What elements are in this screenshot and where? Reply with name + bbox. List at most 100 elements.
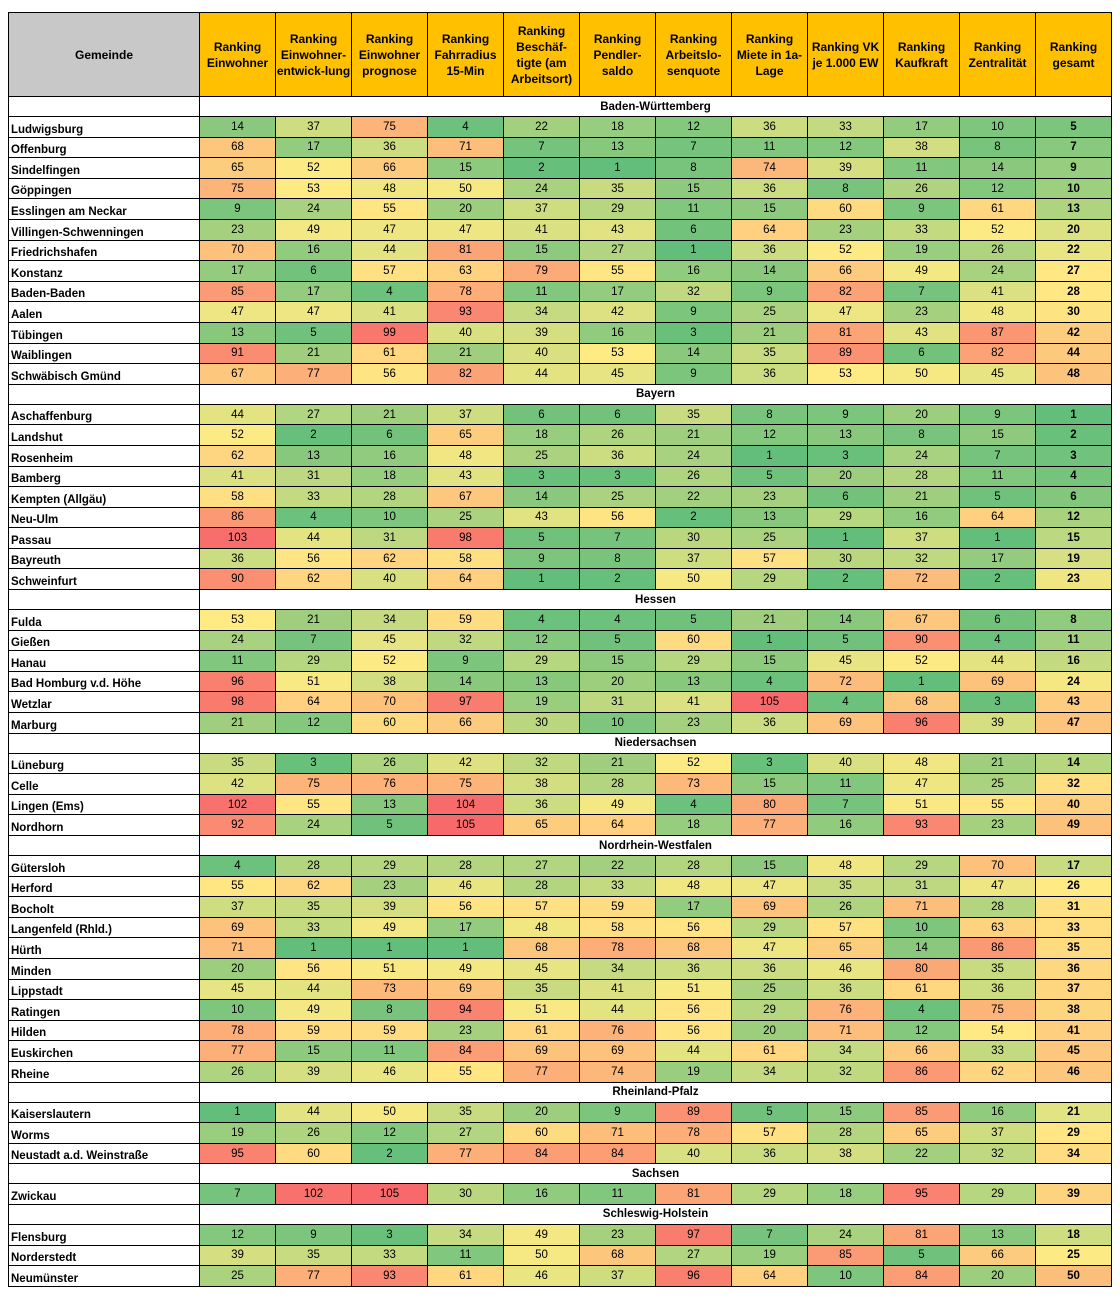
rank-cell: 69 bbox=[807, 712, 884, 734]
rank-cell: 87 bbox=[959, 321, 1036, 344]
rank-cell: 58 bbox=[579, 916, 656, 939]
rank-cell: 4 bbox=[503, 609, 580, 631]
rank-cell: 17 bbox=[883, 116, 960, 138]
region-title: Schleswig-Holstein bbox=[199, 1203, 1112, 1225]
rank-total-cell: 26 bbox=[1035, 875, 1112, 898]
rank-cell: 19 bbox=[655, 1060, 732, 1083]
rank-cell: 4 bbox=[883, 999, 960, 1021]
rank-cell: 8 bbox=[959, 136, 1036, 159]
rank-cell: 31 bbox=[579, 691, 656, 714]
rank-cell: 33 bbox=[807, 116, 884, 138]
table-row: Schweinfurt 90 62 40 64 1 2 50 29 2 72 2 23 bbox=[8, 568, 1112, 591]
rank-cell: 71 bbox=[579, 1122, 656, 1144]
region-row: Hessen bbox=[8, 589, 1112, 611]
rank-cell: 2 bbox=[655, 506, 732, 529]
rank-cell: 4 bbox=[731, 670, 808, 693]
rank-cell: 29 bbox=[807, 506, 884, 529]
rank-cell: 75 bbox=[275, 773, 352, 795]
rank-total-cell: 35 bbox=[1035, 937, 1112, 959]
rank-cell: 59 bbox=[427, 609, 504, 631]
rank-cell: 26 bbox=[579, 424, 656, 446]
rank-cell: 26 bbox=[275, 1122, 352, 1144]
rank-cell: 53 bbox=[199, 609, 276, 631]
header-column: Ranking Einwohner prognose bbox=[351, 12, 428, 97]
rank-cell: 47 bbox=[199, 301, 276, 323]
municipality-name: Gießen bbox=[8, 629, 200, 652]
rank-cell: 36 bbox=[351, 136, 428, 159]
rank-cell: 44 bbox=[275, 1101, 352, 1124]
rank-cell: 24 bbox=[883, 444, 960, 467]
rank-cell: 64 bbox=[579, 814, 656, 836]
rank-cell: 39 bbox=[275, 1060, 352, 1083]
rank-cell: 66 bbox=[351, 157, 428, 179]
table-row: Baden-Baden 85 17 4 78 11 17 32 9 82 7 41 28 bbox=[8, 280, 1112, 303]
rank-cell: 9 bbox=[655, 363, 732, 385]
rank-cell: 30 bbox=[807, 547, 884, 570]
rank-cell: 65 bbox=[427, 424, 504, 446]
rank-cell: 21 bbox=[883, 486, 960, 508]
rank-cell: 49 bbox=[883, 260, 960, 282]
rank-cell: 41 bbox=[199, 465, 276, 488]
municipality-name: Kaiserslautern bbox=[8, 1101, 200, 1124]
table-row: Schwäbisch Gmünd 67 77 56 82 44 45 9 36 53 50 45 48 bbox=[8, 363, 1112, 385]
region-title: Baden-Württemberg bbox=[199, 96, 1112, 117]
rank-cell: 69 bbox=[427, 978, 504, 1001]
rank-cell: 49 bbox=[579, 793, 656, 816]
rank-cell: 34 bbox=[579, 957, 656, 980]
municipality-name: Flensburg bbox=[8, 1223, 200, 1246]
table-row: Kempten (Allgäu) 58 33 28 67 14 25 22 23 6 21 5 6 bbox=[8, 486, 1112, 508]
rank-total-cell: 20 bbox=[1035, 218, 1112, 241]
rank-cell: 8 bbox=[655, 157, 732, 179]
rank-cell: 103 bbox=[199, 527, 276, 549]
rank-cell: 40 bbox=[503, 342, 580, 365]
rank-cell: 105 bbox=[731, 691, 808, 714]
rank-total-cell: 22 bbox=[1035, 239, 1112, 262]
rank-cell: 74 bbox=[579, 1060, 656, 1083]
rank-cell: 37 bbox=[655, 547, 732, 570]
rank-cell: 96 bbox=[883, 712, 960, 734]
region-row: Rheinland-Pfalz bbox=[8, 1081, 1112, 1103]
rank-cell: 1 bbox=[579, 157, 656, 179]
rank-cell: 47 bbox=[807, 301, 884, 323]
rank-cell: 44 bbox=[579, 999, 656, 1021]
rank-cell: 45 bbox=[579, 363, 656, 385]
rank-total-cell: 9 bbox=[1035, 157, 1112, 179]
rank-cell: 23 bbox=[199, 218, 276, 241]
region-spacer bbox=[8, 835, 200, 856]
rank-total-cell: 10 bbox=[1035, 177, 1112, 200]
header-column: Ranking Kaufkraft bbox=[883, 12, 960, 97]
rank-cell: 44 bbox=[275, 978, 352, 1001]
rank-cell: 64 bbox=[731, 218, 808, 241]
rank-cell: 35 bbox=[275, 896, 352, 918]
rank-cell: 4 bbox=[655, 793, 732, 816]
table-row: Nordhorn 92 24 5 105 65 64 18 77 16 93 23 49 bbox=[8, 814, 1112, 836]
rank-total-cell: 28 bbox=[1035, 280, 1112, 303]
rank-cell: 65 bbox=[503, 814, 580, 836]
rank-cell: 84 bbox=[579, 1142, 656, 1165]
table-row: Fulda 53 21 34 59 4 4 5 21 14 67 6 8 bbox=[8, 609, 1112, 631]
municipality-name: Zwickau bbox=[8, 1183, 200, 1205]
municipality-name: Offenburg bbox=[8, 136, 200, 159]
rank-cell: 21 bbox=[655, 424, 732, 446]
rank-cell: 78 bbox=[427, 280, 504, 303]
rank-cell: 4 bbox=[427, 116, 504, 138]
rank-cell: 29 bbox=[731, 1183, 808, 1205]
rank-cell: 13 bbox=[199, 321, 276, 344]
rank-cell: 39 bbox=[807, 157, 884, 179]
rank-cell: 82 bbox=[427, 363, 504, 385]
rank-cell: 1 bbox=[883, 670, 960, 693]
rank-cell: 84 bbox=[883, 1265, 960, 1287]
municipality-name: Waiblingen bbox=[8, 342, 200, 365]
rank-cell: 91 bbox=[199, 342, 276, 365]
rank-total-cell: 41 bbox=[1035, 1019, 1112, 1042]
rank-cell: 60 bbox=[275, 1142, 352, 1165]
rank-cell: 89 bbox=[807, 342, 884, 365]
rank-cell: 41 bbox=[655, 691, 732, 714]
rank-cell: 11 bbox=[883, 157, 960, 179]
rank-cell: 36 bbox=[731, 239, 808, 262]
rank-cell: 24 bbox=[959, 260, 1036, 282]
table-row: Friedrichshafen 70 16 44 81 15 27 1 36 52 19 26 22 bbox=[8, 239, 1112, 262]
rank-cell: 11 bbox=[351, 1040, 428, 1062]
rank-cell: 64 bbox=[275, 691, 352, 714]
rank-cell: 48 bbox=[351, 177, 428, 200]
